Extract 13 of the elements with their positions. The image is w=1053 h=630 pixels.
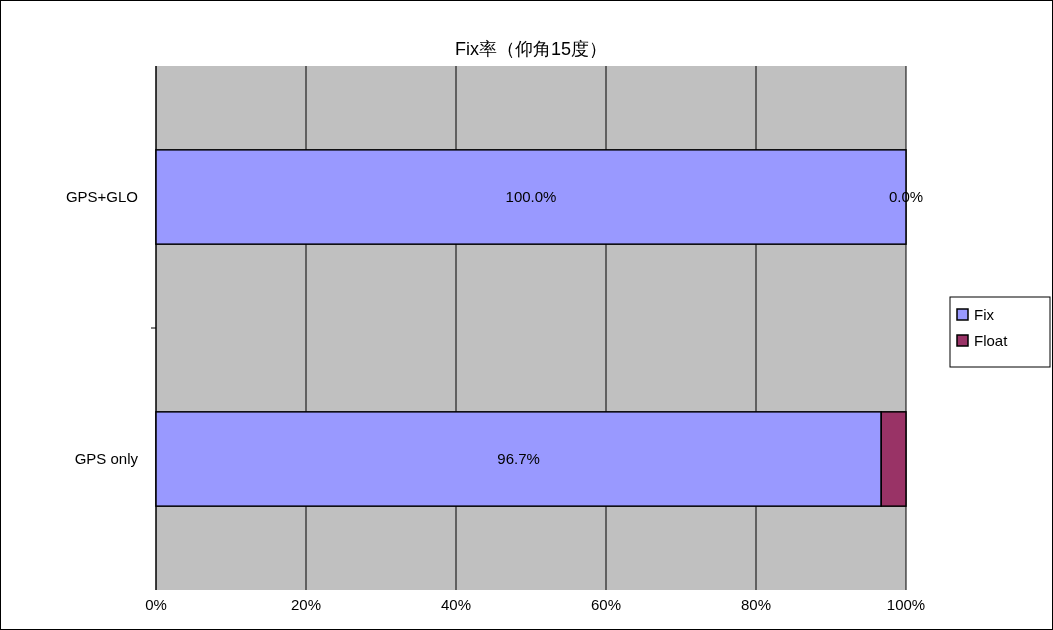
x-tick-label: 100% [886, 596, 926, 613]
x-tick-label: 40% [440, 596, 472, 613]
x-tick-label: 20% [290, 596, 322, 613]
legend-label: Float [974, 332, 1009, 349]
x-tick-label: 0% [145, 596, 167, 613]
data-label: 96.7% [497, 450, 540, 467]
legend-label: Fix [974, 306, 995, 323]
x-tick-label: 80% [740, 596, 772, 613]
y-tick-label: GPS+GLO [65, 188, 138, 205]
y-tick-label: GPS only [74, 450, 139, 467]
x-tick-label: 60% [590, 596, 622, 613]
chart-title: Fix率（仰角15度） [454, 39, 608, 59]
data-label: 100.0% [505, 188, 557, 205]
